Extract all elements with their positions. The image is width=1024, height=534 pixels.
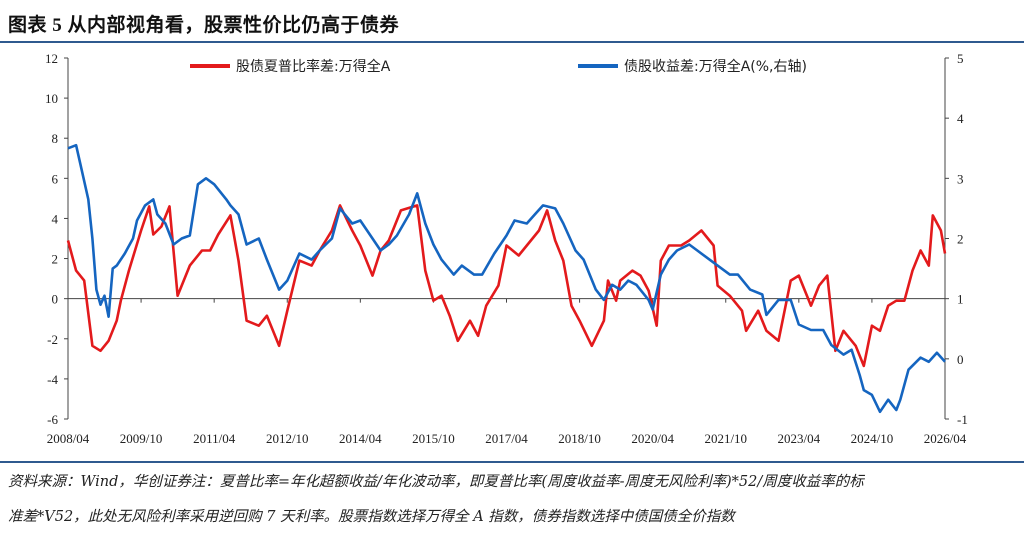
- x-tick-label: 2017/04: [485, 431, 528, 446]
- right-tick-label: -1: [957, 412, 968, 427]
- left-tick-label: -6: [47, 412, 58, 427]
- series-line-yield-gap: [67, 143, 946, 414]
- x-tick-label: 2024/10: [851, 431, 894, 446]
- page-title: 图表 5 从内部视角看，股票性价比仍高于债券: [8, 15, 400, 36]
- series-lines: [66, 143, 947, 414]
- bottom-divider: [0, 461, 1024, 463]
- x-tick-label: 2021/10: [704, 431, 747, 446]
- left-tick-label: 6: [52, 171, 59, 186]
- series-line-sharpe-diff: [66, 204, 947, 368]
- x-tick-label: 2018/10: [558, 431, 601, 446]
- x-tick-label: 2011/04: [193, 431, 236, 446]
- left-tick-label: 12: [45, 51, 58, 66]
- right-tick-label: 2: [957, 232, 964, 247]
- top-divider: [0, 41, 1024, 43]
- right-tick-label: 5: [957, 51, 964, 66]
- left-tick-label: 10: [45, 91, 58, 106]
- left-tick-label: 0: [52, 292, 59, 307]
- x-tick-label: 2015/10: [412, 431, 455, 446]
- x-tick-label: 2008/04: [47, 431, 90, 446]
- right-tick-label: 0: [957, 352, 964, 367]
- x-tick-label: 2020/04: [631, 431, 674, 446]
- legend-label-yield-gap: 债股收益差:万得全A(%,右轴): [624, 58, 807, 75]
- left-tick-label: -4: [47, 372, 58, 387]
- x-tick-label: 2014/04: [339, 431, 382, 446]
- footnote-line-2: 准差*V52，此处无风险利率采用逆回购 7 天利率。股票指数选择万得全 A 指数…: [8, 509, 735, 525]
- legend: 股债夏普比率差:万得全A 债股收益差:万得全A(%,右轴): [190, 58, 807, 75]
- x-tick-label: 2026/04: [924, 431, 967, 446]
- right-tick-label: 3: [957, 171, 964, 186]
- right-tick-label: 1: [957, 292, 964, 307]
- right-tick-label: 4: [957, 111, 964, 126]
- left-tick-label: 2: [52, 252, 59, 267]
- left-tick-label: -2: [47, 332, 58, 347]
- left-tick-label: 8: [52, 131, 59, 146]
- x-tick-label: 2012/10: [266, 431, 309, 446]
- x-tick-label: 2009/10: [120, 431, 163, 446]
- x-tick-label: 2023/04: [778, 431, 821, 446]
- left-tick-label: 4: [52, 211, 59, 226]
- footnote-line-1: 资料来源：Wind，华创证券注：夏普比率=年化超额收益/年化波动率，即夏普比率(…: [8, 474, 864, 490]
- legend-label-sharpe: 股债夏普比率差:万得全A: [236, 58, 391, 75]
